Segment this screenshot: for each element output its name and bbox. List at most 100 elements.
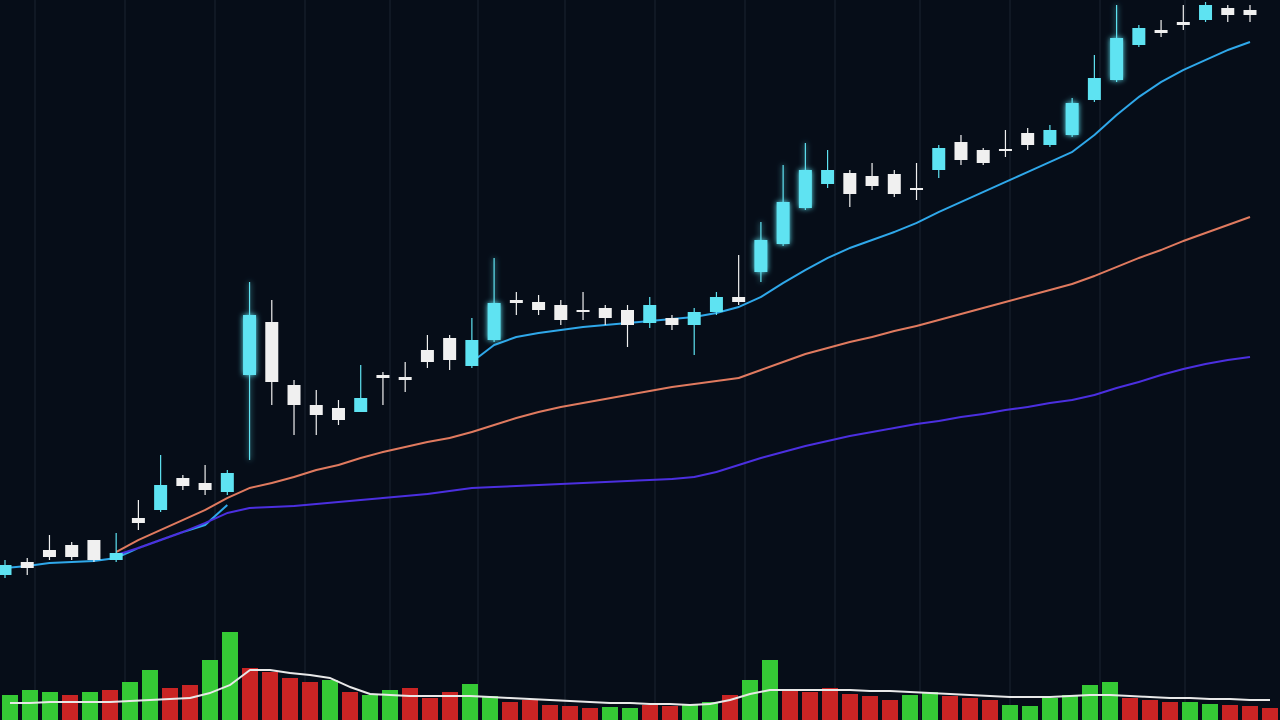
candle-body: [865, 176, 879, 186]
volume-bar: [1062, 695, 1078, 720]
volume-bar: [382, 690, 398, 720]
candle-body: [709, 297, 723, 312]
volume-panel: [2, 632, 1278, 720]
candle: [1043, 125, 1057, 147]
candle-body: [665, 318, 679, 325]
candle: [87, 540, 101, 562]
volume-bar: [502, 702, 518, 720]
candle: [598, 305, 612, 325]
volume-bar: [602, 707, 618, 720]
candle-body: [532, 302, 546, 310]
candle: [443, 335, 457, 370]
candle: [665, 315, 679, 330]
candle: [910, 163, 924, 200]
candle-body: [0, 565, 12, 575]
candle-body: [87, 540, 101, 560]
candle-body: [976, 150, 990, 163]
candle: [1199, 2, 1213, 22]
candle: [420, 335, 434, 368]
candle-body: [65, 545, 79, 557]
volume-bar: [1222, 705, 1238, 720]
candle-body: [932, 148, 946, 170]
candle: [776, 165, 790, 246]
candle: [465, 318, 479, 368]
volume-bar: [1102, 682, 1118, 720]
candle-body: [798, 170, 812, 208]
candle: [754, 222, 768, 282]
moving-average-line: [10, 669, 1270, 706]
candle-body: [42, 550, 56, 557]
volume-bar: [362, 695, 378, 720]
candle-body: [732, 297, 746, 302]
volume-bar: [742, 680, 758, 720]
volume-bar: [522, 700, 538, 720]
volume-bar: [82, 692, 98, 720]
candle-body: [1176, 22, 1190, 25]
candle-body: [843, 173, 857, 194]
candle: [176, 475, 190, 490]
volume-bar: [182, 685, 198, 720]
candle-body: [1065, 103, 1079, 135]
moving-average-line: [115, 216, 1251, 553]
volume-bar: [802, 692, 818, 720]
candle-body: [331, 408, 345, 420]
candle: [331, 400, 345, 425]
candle: [976, 148, 990, 165]
candle: [487, 258, 501, 342]
candle: [643, 297, 657, 328]
candle-body: [576, 310, 590, 312]
volume-bar: [1122, 698, 1138, 720]
volume-bar: [22, 690, 38, 720]
candle: [398, 362, 412, 392]
volume-bar: [342, 692, 358, 720]
candle: [198, 465, 212, 495]
candle: [509, 292, 523, 315]
volume-bar: [942, 696, 958, 720]
volume-bar: [1242, 706, 1258, 720]
price-panel: [0, 2, 1257, 578]
candle-body: [154, 485, 168, 510]
candle: [354, 365, 368, 412]
volume-bar: [842, 694, 858, 720]
candle: [887, 170, 901, 197]
candle: [843, 170, 857, 207]
candle: [1132, 25, 1146, 47]
volume-bar: [1042, 698, 1058, 720]
volume-bar: [422, 698, 438, 720]
candle-body: [598, 308, 612, 318]
candle: [154, 455, 168, 512]
candle-body: [910, 188, 924, 190]
volume-bar: [1262, 708, 1278, 720]
candle-body: [509, 300, 523, 303]
candle: [1087, 55, 1101, 102]
volume-bar: [1082, 685, 1098, 720]
candle-body: [776, 202, 790, 244]
volume-bar: [42, 692, 58, 720]
candle: [621, 305, 634, 347]
candle-body: [1021, 133, 1035, 145]
volume-bar: [1022, 706, 1038, 720]
volume-bar: [902, 695, 918, 720]
moving-average-line: [115, 356, 1251, 556]
candle: [954, 135, 968, 165]
candle-body: [887, 174, 901, 194]
volume-bar: [882, 700, 898, 720]
candle-body: [176, 478, 190, 486]
candle-body: [1132, 28, 1146, 45]
candle: [1243, 5, 1257, 22]
candle: [243, 282, 257, 460]
candle-body: [20, 562, 34, 568]
volume-bar: [1202, 704, 1218, 720]
volume-bar: [2, 695, 18, 720]
volume-bar: [62, 695, 78, 720]
candle: [732, 255, 746, 305]
candle-body: [621, 310, 634, 325]
volume-bar: [222, 632, 238, 720]
volume-bar: [242, 668, 258, 720]
candle: [1154, 20, 1168, 37]
volume-bar: [482, 696, 498, 720]
candle-body: [287, 385, 301, 405]
candle-body: [265, 322, 279, 382]
candle: [554, 300, 568, 325]
candle-body: [1221, 8, 1235, 15]
